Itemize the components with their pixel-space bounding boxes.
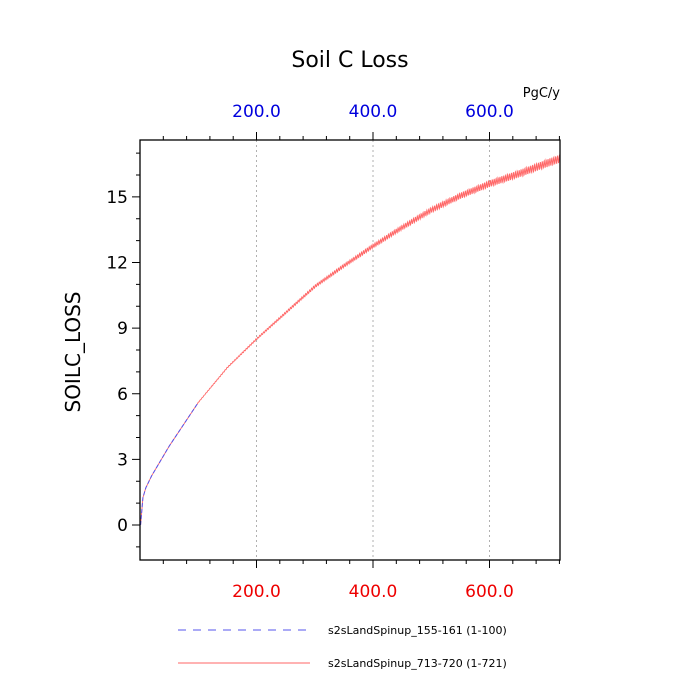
x-tick-label-top: 200.0 bbox=[232, 102, 281, 122]
y-tick-label: 6 bbox=[117, 385, 128, 405]
y-tick-label: 15 bbox=[106, 188, 128, 208]
series-line-2 bbox=[140, 154, 561, 526]
x-tick-label-bottom: 200.0 bbox=[232, 582, 281, 602]
y-tick-label: 9 bbox=[117, 319, 128, 339]
legend-label-series-2: s2sLandSpinup_713-720 (1-721) bbox=[328, 657, 507, 670]
tick-labels: 200.0 200.0 400.0 400.0 600.0 600.0 0 3 6 9 12 15 bbox=[106, 102, 513, 602]
y-tick-label: 12 bbox=[106, 254, 128, 274]
axis-ticks bbox=[132, 132, 560, 568]
x-tick-label-bottom: 400.0 bbox=[349, 582, 398, 602]
plot-frame bbox=[139, 139, 561, 561]
units-label: PgC/y bbox=[523, 86, 561, 101]
x-tick-label-top: 600.0 bbox=[465, 102, 514, 122]
x-tick-label-top: 400.0 bbox=[349, 102, 398, 122]
series-line-1 bbox=[140, 402, 199, 526]
legend-label-series-1: s2sLandSpinup_155-161 (1-100) bbox=[328, 624, 507, 637]
y-tick-label: 3 bbox=[117, 450, 128, 470]
x-grid-lines bbox=[256, 140, 491, 560]
chart-title: Soil C Loss bbox=[291, 48, 408, 73]
y-tick-label: 0 bbox=[117, 516, 128, 536]
x-tick-label-bottom: 600.0 bbox=[465, 582, 514, 602]
y-axis-label: SOILC_LOSS bbox=[61, 291, 85, 412]
series-lines bbox=[140, 154, 561, 526]
legend: s2sLandSpinup_155-161 (1-100) s2sLandSpi… bbox=[178, 624, 507, 670]
